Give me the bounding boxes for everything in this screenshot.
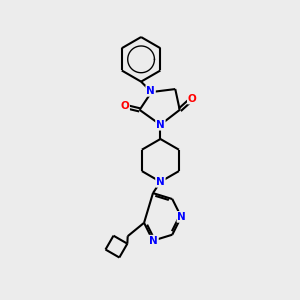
Text: N: N	[146, 86, 155, 96]
Text: N: N	[156, 120, 165, 130]
Text: O: O	[120, 101, 129, 111]
Text: O: O	[188, 94, 197, 103]
Text: N: N	[177, 212, 186, 222]
Text: N: N	[149, 236, 158, 246]
Text: N: N	[156, 177, 165, 187]
